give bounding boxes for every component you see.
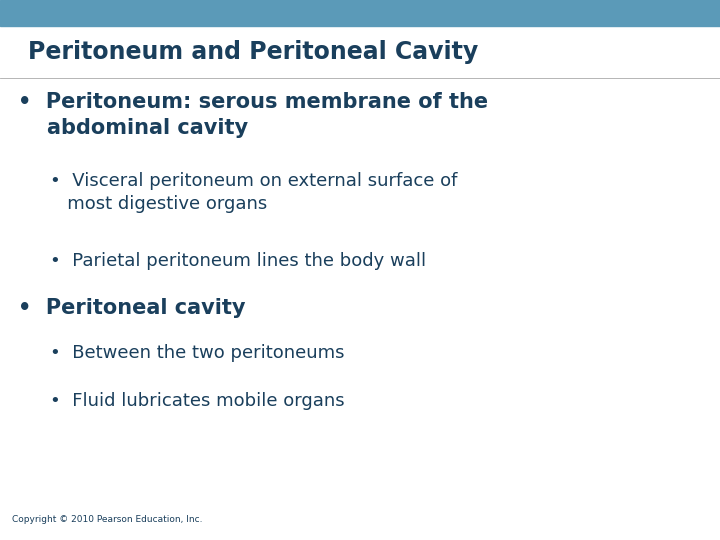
Text: •  Parietal peritoneum lines the body wall: • Parietal peritoneum lines the body wal… (50, 252, 426, 270)
Text: Copyright © 2010 Pearson Education, Inc.: Copyright © 2010 Pearson Education, Inc. (12, 515, 202, 524)
Text: •  Between the two peritoneums: • Between the two peritoneums (50, 344, 344, 362)
Bar (0, 0, 720, 26)
Text: •  Peritoneum: serous membrane of the
    abdominal cavity: • Peritoneum: serous membrane of the abd… (18, 92, 488, 138)
Text: •  Fluid lubricates mobile organs: • Fluid lubricates mobile organs (50, 392, 345, 410)
Text: •  Peritoneal cavity: • Peritoneal cavity (18, 298, 246, 318)
Text: Peritoneum and Peritoneal Cavity: Peritoneum and Peritoneal Cavity (28, 40, 478, 64)
Text: •  Visceral peritoneum on external surface of
   most digestive organs: • Visceral peritoneum on external surfac… (50, 172, 457, 213)
